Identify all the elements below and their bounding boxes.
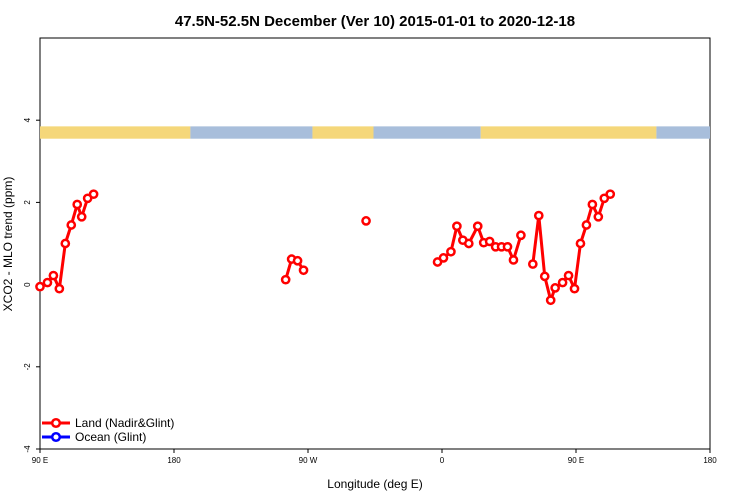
- series-0-point-2-0: [361, 216, 371, 226]
- x-tick-label-4: 90 E: [568, 456, 584, 465]
- series-0-point-0-3: [54, 283, 65, 294]
- series-0-point-3-12: [508, 255, 519, 265]
- series-0-point-3-11: [502, 241, 513, 252]
- y-axis-label: XCO2 - MLO trend (ppm): [1, 177, 15, 312]
- series-0-point-0-5: [66, 220, 77, 230]
- strip-ocean-segment-3: [373, 126, 481, 139]
- series-0-point-1-3: [298, 265, 309, 276]
- x-tick-label-5: 180: [703, 456, 717, 465]
- series-0-point-4-8: [575, 238, 586, 249]
- y-tick-label-0: -4: [23, 445, 32, 453]
- series-0-point-4-5: [557, 277, 568, 288]
- series-0-point-4-2: [539, 271, 550, 282]
- y-tick-label-1: -2: [23, 363, 32, 371]
- x-tick-label-1: 180: [167, 456, 181, 465]
- series-0-point-3-2: [446, 246, 456, 257]
- strip-ocean-segment-1: [190, 126, 313, 139]
- x-tick-label-0: 90 E: [32, 456, 48, 465]
- series-0-point-0-2: [48, 270, 59, 281]
- strip-land-segment-2: [312, 126, 374, 139]
- series-0-point-0-4: [60, 238, 71, 249]
- series-0-point-4-3: [545, 295, 556, 306]
- series-0-point-4-4: [550, 283, 561, 293]
- series-0-point-0-7: [76, 211, 87, 222]
- strip-ocean-segment-5: [656, 126, 710, 139]
- series-0-point-3-8: [484, 236, 495, 247]
- series-0-point-3-5: [463, 238, 474, 249]
- x-axis-label: Longitude (deg E): [327, 477, 422, 491]
- series-0-point-4-7: [569, 283, 580, 294]
- series-layer: [35, 189, 616, 306]
- series-0-line-4: [531, 192, 612, 302]
- y-tick-label-2: 0: [23, 282, 32, 287]
- series-0-point-0-1: [42, 277, 53, 288]
- legend-marker-0: [50, 417, 62, 429]
- legend-label-0: Land (Nadir&Glint): [75, 416, 174, 430]
- series-0-point-4-13: [605, 189, 616, 200]
- land-ocean-strip: [40, 126, 710, 139]
- series-0-point-4-6: [563, 270, 574, 281]
- series-0-point-3-1: [438, 253, 449, 263]
- strip-land-segment-0: [40, 126, 191, 139]
- series-0-point-3-3: [452, 221, 462, 232]
- x-axis: 90 E 180 90 W 0 90 E 180: [32, 449, 717, 465]
- series-0-point-1-2: [292, 255, 303, 266]
- legend: Land (Nadir&Glint)Ocean (Glint): [42, 416, 174, 444]
- series-0-point-4-1: [533, 210, 544, 221]
- series-0-point-4-0: [527, 259, 538, 269]
- chart-title: 47.5N-52.5N December (Ver 10) 2015-01-01…: [175, 13, 575, 30]
- series-0-point-0-6: [72, 199, 83, 210]
- legend-label-1: Ocean (Glint): [75, 430, 146, 444]
- series-0-point-4-11: [593, 211, 604, 222]
- series-0-point-1-0: [280, 274, 291, 285]
- x-tick-label-3: 0: [440, 456, 445, 465]
- x-tick-label-2: 90 W: [299, 456, 318, 465]
- series-0-point-0-9: [88, 189, 99, 200]
- series-0-point-3-13: [516, 230, 526, 241]
- strip-land-segment-4: [480, 126, 657, 139]
- legend-marker-1: [50, 431, 62, 443]
- plot-frame: [39, 37, 711, 450]
- y-tick-label-4: 4: [23, 117, 32, 122]
- series-0-point-0-0: [35, 281, 45, 292]
- series-0-point-4-10: [587, 199, 598, 210]
- series-0-point-4-9: [581, 220, 592, 230]
- series-0-point-3-6: [472, 221, 483, 232]
- y-tick-label-3: 2: [23, 200, 32, 205]
